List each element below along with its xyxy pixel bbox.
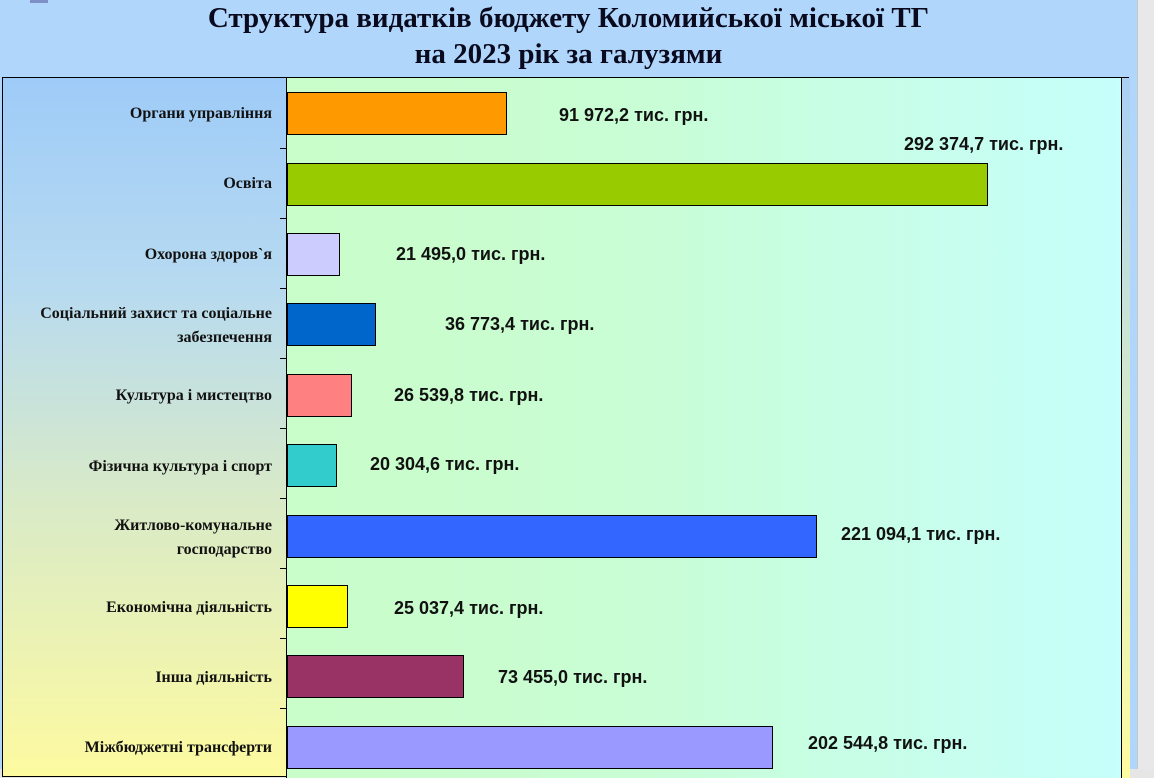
chart-title-line2: на 2023 рік за галузями bbox=[414, 38, 723, 70]
bar-insha-diialnist bbox=[287, 655, 464, 698]
value-label: 292 374,7 тис. грн. bbox=[904, 134, 1064, 154]
bar-organy-upravlinnia bbox=[287, 92, 507, 135]
axis-tick bbox=[280, 638, 287, 639]
window-edge bbox=[1137, 0, 1154, 769]
category-label: Фізична культура і спорт bbox=[88, 458, 272, 475]
category-label: Соціальний захист та соціальне bbox=[40, 305, 272, 322]
value-label: 26 539,8 тис. грн. bbox=[394, 385, 544, 405]
bar-kultura bbox=[287, 374, 352, 417]
axis-tick bbox=[280, 428, 287, 429]
axis-tick bbox=[280, 148, 287, 149]
axis-tick bbox=[280, 568, 287, 569]
bar-osvita bbox=[287, 163, 988, 206]
axis-tick bbox=[280, 288, 287, 289]
category-label-line2: забезпечення bbox=[177, 329, 272, 346]
bar-sotsialnyi-zakhyst bbox=[287, 303, 376, 346]
category-label: Органи управління bbox=[129, 105, 272, 122]
category-label: Культура і мистецтво bbox=[115, 387, 272, 404]
bar-mizhbiudzhetni-transferty bbox=[287, 726, 773, 769]
frame-edge bbox=[1122, 78, 1130, 778]
category-label: Освіта bbox=[223, 175, 272, 192]
value-label: 73 455,0 тис. грн. bbox=[498, 667, 648, 687]
axis-tick bbox=[280, 218, 287, 219]
chart-frame: Органи управління 91 972,2 тис. грн. Осв… bbox=[2, 77, 1130, 778]
value-label: 91 972,2 тис. грн. bbox=[559, 105, 709, 125]
chart-title: Структура видатків бюджету Коломийської … bbox=[0, 0, 1137, 72]
category-label: Економічна діяльність bbox=[106, 599, 272, 616]
corner-mark bbox=[30, 0, 48, 3]
bar-okhorona-zdorovia bbox=[287, 233, 340, 276]
axis-tick bbox=[280, 498, 287, 499]
value-label: 36 773,4 тис. грн. bbox=[445, 314, 595, 334]
category-label: Міжбюджетні трансферти bbox=[84, 739, 272, 756]
value-label: 202 544,8 тис. грн. bbox=[808, 733, 968, 753]
category-label-line2: господарство bbox=[176, 541, 272, 558]
value-label: 21 495,0 тис. грн. bbox=[396, 244, 546, 264]
value-label: 221 094,1 тис. грн. bbox=[841, 524, 1001, 544]
axis-tick bbox=[280, 358, 287, 359]
value-label: 25 037,4 тис. грн. bbox=[394, 598, 544, 618]
category-label: Охорона здоров`я bbox=[144, 246, 272, 263]
bar-zhytlovo-komunalne bbox=[287, 515, 817, 558]
value-label: 20 304,6 тис. грн. bbox=[370, 454, 520, 474]
category-label: Інша діяльність bbox=[155, 669, 272, 686]
chart-title-line1: Структура видатків бюджету Коломийської … bbox=[207, 2, 930, 34]
axis-tick bbox=[280, 708, 287, 709]
bar-ekonomichna-diialnist bbox=[287, 585, 348, 628]
bar-fizychna-kultura bbox=[287, 444, 337, 487]
category-label: Житлово-комунальне bbox=[114, 517, 272, 534]
